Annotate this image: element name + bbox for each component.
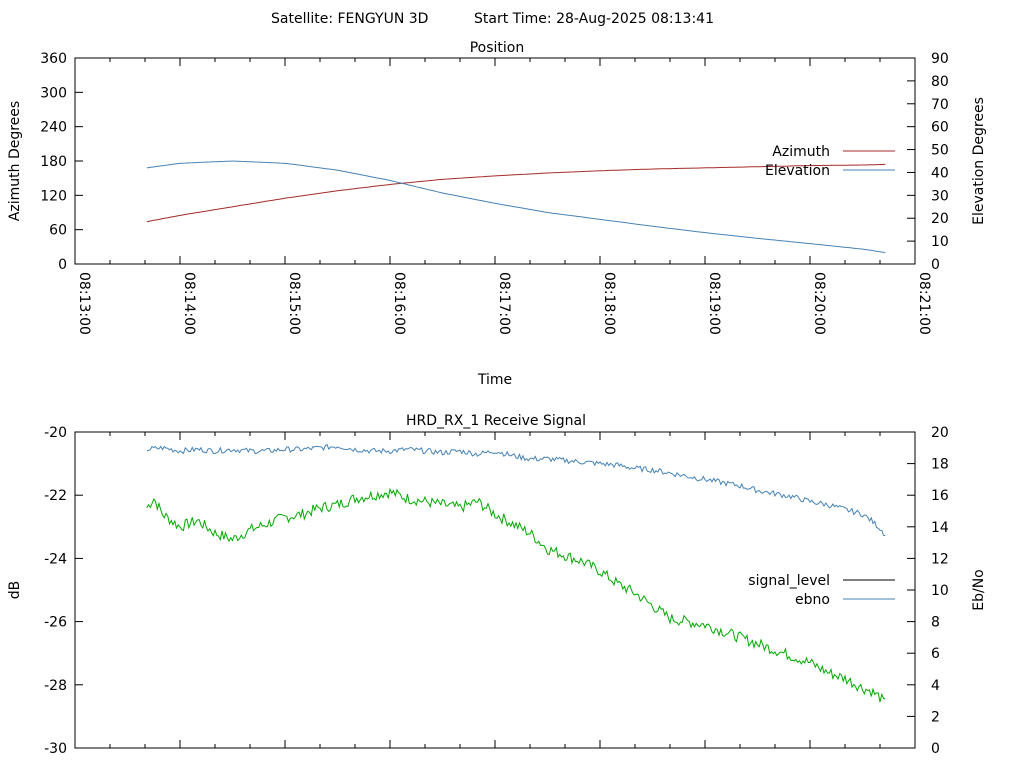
left-tick-label: 120 — [40, 188, 67, 204]
right-tick-label: 16 — [931, 488, 949, 504]
series-azimuth-line — [146, 163, 886, 223]
right-tick-label: 20 — [931, 211, 949, 227]
left-tick-label: 240 — [40, 120, 67, 136]
right-tick-label: 90 — [931, 51, 949, 67]
left-tick-label: 0 — [58, 257, 67, 273]
left-tick-label: 300 — [40, 85, 67, 101]
x-tick-label: 08:21:00 — [916, 272, 932, 335]
right-tick-label: 60 — [931, 120, 949, 136]
left-tick-label: -30 — [44, 741, 67, 757]
left-tick-label: -22 — [44, 488, 67, 504]
right-tick-label: 0 — [931, 741, 940, 757]
azimuth-axis-label: Azimuth Degrees — [7, 101, 23, 221]
position-plot-frame — [74, 57, 916, 265]
x-tick-label: 08:19:00 — [706, 272, 722, 335]
x-tick-label: 08:16:00 — [391, 272, 407, 335]
left-tick-label: -28 — [44, 678, 67, 694]
ebno-axis-label: Eb/No — [971, 569, 987, 611]
x-tick-label: 08:18:00 — [601, 272, 617, 335]
right-tick-label: 2 — [931, 709, 940, 725]
right-tick-label: 30 — [931, 188, 949, 204]
position-series — [146, 160, 886, 254]
time-axis-label: Time — [477, 372, 512, 388]
x-tick-label: 08:17:00 — [496, 272, 512, 335]
position-panel: Position 0 60 120 180 240 300 360 0 10 20 30 40 50 60… — [7, 40, 987, 388]
right-tick-label: 4 — [931, 678, 940, 694]
satellite-label: Satellite: FENGYUN 3D — [271, 11, 428, 27]
left-tick-label: -20 — [44, 425, 67, 441]
left-tick-label: 60 — [49, 223, 67, 239]
signal-series — [146, 443, 886, 703]
right-tick-label: 70 — [931, 97, 949, 113]
right-tick-label: 80 — [931, 74, 949, 90]
legend-ebno-label: ebno — [795, 592, 830, 608]
signal-panel: HRD_RX_1 Receive Signal -30-28-26-24-22-… — [7, 413, 987, 757]
right-tick-label: 0 — [931, 257, 940, 273]
position-ticks: 0 60 120 180 240 300 360 0 10 20 30 40 50 60 70 80 90 08:… — [40, 51, 949, 335]
right-tick-label: 8 — [931, 615, 940, 631]
signal-plot-frame — [74, 431, 916, 749]
right-tick-label: 50 — [931, 143, 949, 159]
start-time-label: Start Time: 28-Aug-2025 08:13:41 — [474, 11, 714, 27]
legend-azimuth-label: Azimuth — [772, 144, 830, 160]
right-tick-label: 18 — [931, 457, 949, 473]
position-legend: Azimuth Elevation — [765, 144, 895, 179]
right-tick-label: 20 — [931, 425, 949, 441]
right-tick-label: 40 — [931, 165, 949, 181]
legend-signal-level-label: signal_level — [748, 573, 830, 589]
signal-ticks: -30 -28 -26 -24 -22 -20 0 2 4 6 8 10 12 14 16 18 20 — [44, 425, 949, 757]
legend-elevation-label: Elevation — [765, 163, 830, 179]
series-ebno-line — [146, 443, 886, 537]
right-tick-label: 10 — [931, 583, 949, 599]
right-tick-label: 6 — [931, 646, 940, 662]
position-title: Position — [470, 40, 525, 56]
x-tick-label: 08:15:00 — [286, 272, 302, 335]
right-tick-label: 10 — [931, 234, 949, 250]
x-tick-label: 08:14:00 — [181, 272, 197, 335]
series-elevation-line — [146, 160, 886, 254]
left-tick-label: 360 — [40, 51, 67, 67]
right-tick-label: 12 — [931, 551, 949, 567]
left-tick-label: -24 — [44, 551, 67, 567]
elevation-axis-label: Elevation Degrees — [971, 97, 987, 225]
x-tick-label: 08:13:00 — [76, 272, 92, 335]
series-signal-level-line — [146, 487, 886, 703]
signal-title: HRD_RX_1 Receive Signal — [406, 413, 586, 429]
left-tick-label: 180 — [40, 154, 67, 170]
right-tick-label: 14 — [931, 520, 949, 536]
db-axis-label: dB — [7, 581, 23, 600]
signal-legend: signal_level ebno — [748, 573, 895, 608]
left-tick-label: -26 — [44, 615, 67, 631]
x-tick-label: 08:20:00 — [811, 272, 827, 335]
